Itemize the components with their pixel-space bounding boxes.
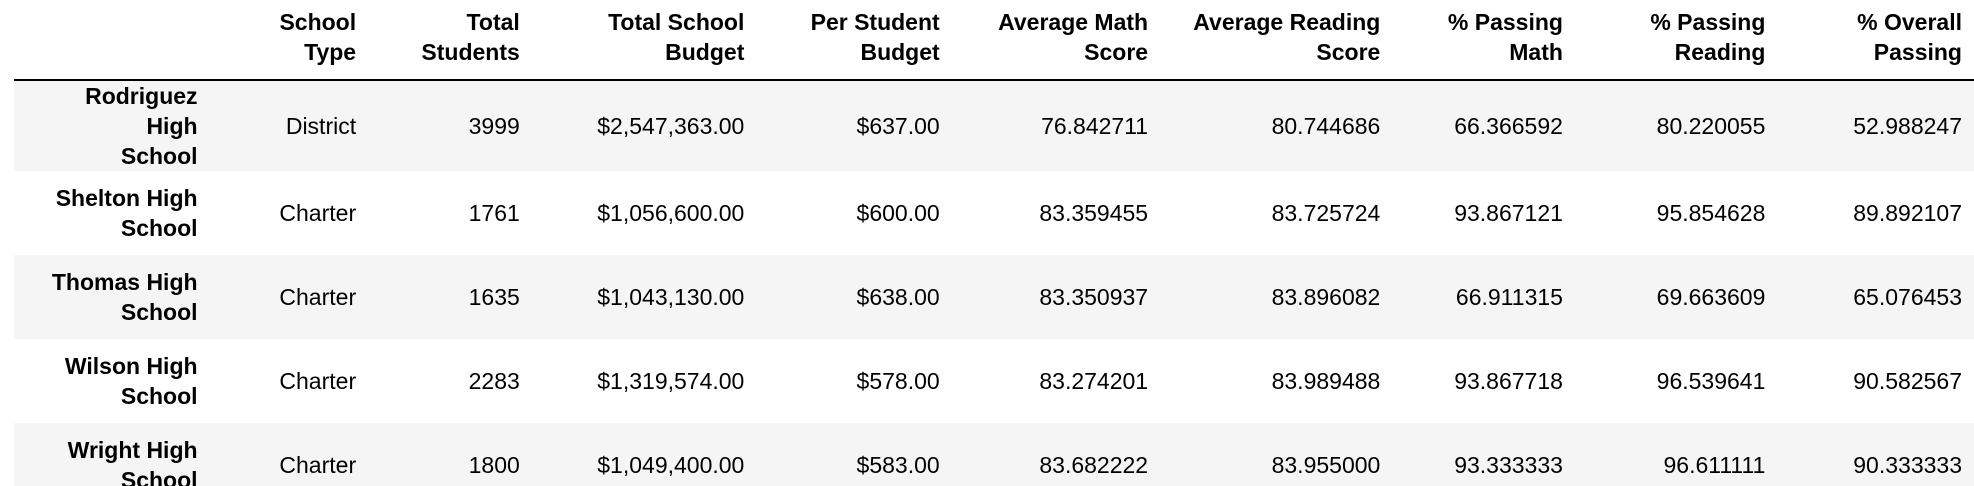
column-header-line1: Total School [608,9,745,35]
column-header-overall-passing: % Overall Passing [1777,0,1974,80]
school-summary-table: School Type Total Students Total School … [14,0,1974,486]
cell-passing-reading: 96.611111 [1663,451,1766,478]
cell-per-student-budget: $638.00 [856,283,940,310]
cell-average-reading-score: 83.989488 [1271,367,1381,394]
table-row: Wilson High School Charter 2283 $1,319,5… [14,339,1974,423]
cell-school-type: District [285,112,357,139]
column-header-line1: Average Reading [1193,9,1381,35]
column-header-line2: Score [1316,39,1381,65]
cell-passing-reading: 96.539641 [1656,367,1766,394]
school-name-line1: Wright High [67,437,198,463]
cell-passing-math: 66.911315 [1455,283,1563,310]
column-header-line1: School [279,9,357,35]
cell-total-students: 1800 [468,451,520,478]
row-label-school-name: Wright High School [14,423,212,486]
cell-total-school-budget: $1,049,400.00 [597,451,745,478]
cell-overall-passing: 52.988247 [1853,112,1962,139]
cell-school-type: Charter [279,199,357,226]
column-header-average-math-score: Average Math Score [952,0,1160,80]
cell-average-reading-score: 80.744686 [1271,112,1381,139]
cell-school-type: Charter [279,367,357,394]
row-label-school-name: Wilson High School [14,339,212,423]
row-label-school-name: Thomas High School [14,255,212,339]
column-header-line2: Passing [1873,39,1962,65]
table-row: Shelton High School Charter 1761 $1,056,… [14,171,1974,255]
school-name-line2: School [120,215,198,241]
school-name-line2: School [120,143,198,169]
cell-average-math-score: 83.682222 [1039,451,1149,478]
cell-passing-reading: 80.220055 [1656,112,1766,139]
cell-average-math-score: 83.274201 [1039,367,1149,394]
school-name-line1: Wilson High [64,353,198,379]
cell-total-school-budget: $2,547,363.00 [597,112,745,139]
column-header-line2: Students [421,39,520,65]
column-header-line1: % Overall [1857,9,1962,35]
table-row: Wright High School Charter 1800 $1,049,4… [14,423,1974,486]
table-row: Thomas High School Charter 1635 $1,043,1… [14,255,1974,339]
cell-total-school-budget: $1,056,600.00 [597,199,745,226]
column-header-average-reading-score: Average Reading Score [1160,0,1392,80]
column-header-line1: % Passing [1447,9,1563,35]
column-header-passing-math: % Passing Math [1392,0,1575,80]
cell-passing-math: 93.867718 [1454,367,1563,394]
school-name-line2: School [120,299,198,325]
school-name-line1: Rodriguez High [85,83,198,139]
cell-passing-reading: 69.663609 [1656,283,1766,310]
table-header: School Type Total Students Total School … [14,0,1974,80]
cell-per-student-budget: $583.00 [856,451,940,478]
cell-total-students: 1761 [468,199,520,226]
cell-total-school-budget: $1,319,574.00 [597,367,745,394]
column-header-total-students: Total Students [368,0,532,80]
school-name-line1: Thomas High [51,269,198,295]
cell-overall-passing: 90.582567 [1853,367,1962,394]
column-header-school-type: School Type [212,0,369,80]
column-header-line2: Reading [1674,39,1766,65]
cell-school-type: Charter [279,451,357,478]
cell-passing-reading: 95.854628 [1656,199,1766,226]
row-label-school-name: Shelton High School [14,171,212,255]
cell-passing-math: 93.867121 [1454,199,1563,226]
column-header-line2: Score [1084,39,1149,65]
column-header-line1: Total [466,9,520,35]
cell-average-reading-score: 83.896082 [1271,283,1381,310]
cell-per-student-budget: $637.00 [856,112,940,139]
cell-per-student-budget: $578.00 [856,367,940,394]
column-header-total-school-budget: Total School Budget [532,0,757,80]
cell-average-reading-score: 83.955000 [1271,451,1381,478]
column-header-line2: Math [1509,39,1563,65]
column-header-passing-reading: % Passing Reading [1575,0,1777,80]
school-name-line1: Shelton High [55,185,198,211]
cell-average-math-score: 83.359455 [1039,199,1149,226]
header-row: School Type Total Students Total School … [14,0,1974,80]
column-header-line1: Average Math [998,9,1149,35]
column-header-line2: Budget [665,39,745,65]
table-row: Rodriguez High School District 3999 $2,5… [14,80,1974,171]
column-header-per-student-budget: Per Student Budget [756,0,951,80]
column-header-line1: % Passing [1650,9,1766,35]
column-header-index [14,0,212,80]
cell-total-students: 3999 [468,112,520,139]
table-body: Rodriguez High School District 3999 $2,5… [14,80,1974,486]
column-header-line2: Budget [860,39,940,65]
cell-overall-passing: 89.892107 [1853,199,1962,226]
cell-average-math-score: 83.350937 [1039,283,1149,310]
cell-passing-math: 66.366592 [1454,112,1563,139]
cell-passing-math: 93.333333 [1454,451,1563,478]
cell-total-students: 2283 [468,367,520,394]
cell-per-student-budget: $600.00 [856,199,940,226]
cell-overall-passing: 65.076453 [1853,283,1962,310]
row-label-school-name: Rodriguez High School [14,80,212,171]
column-header-line1: Per Student [810,9,940,35]
cell-school-type: Charter [279,283,357,310]
cell-average-math-score: 76.842711 [1041,112,1149,139]
school-name-line2: School [120,383,198,409]
cell-average-reading-score: 83.725724 [1271,199,1381,226]
column-header-line2: Type [304,39,357,65]
cell-overall-passing: 90.333333 [1853,451,1962,478]
school-name-line2: School [120,467,198,486]
cell-total-students: 1635 [468,283,520,310]
cell-total-school-budget: $1,043,130.00 [597,283,745,310]
